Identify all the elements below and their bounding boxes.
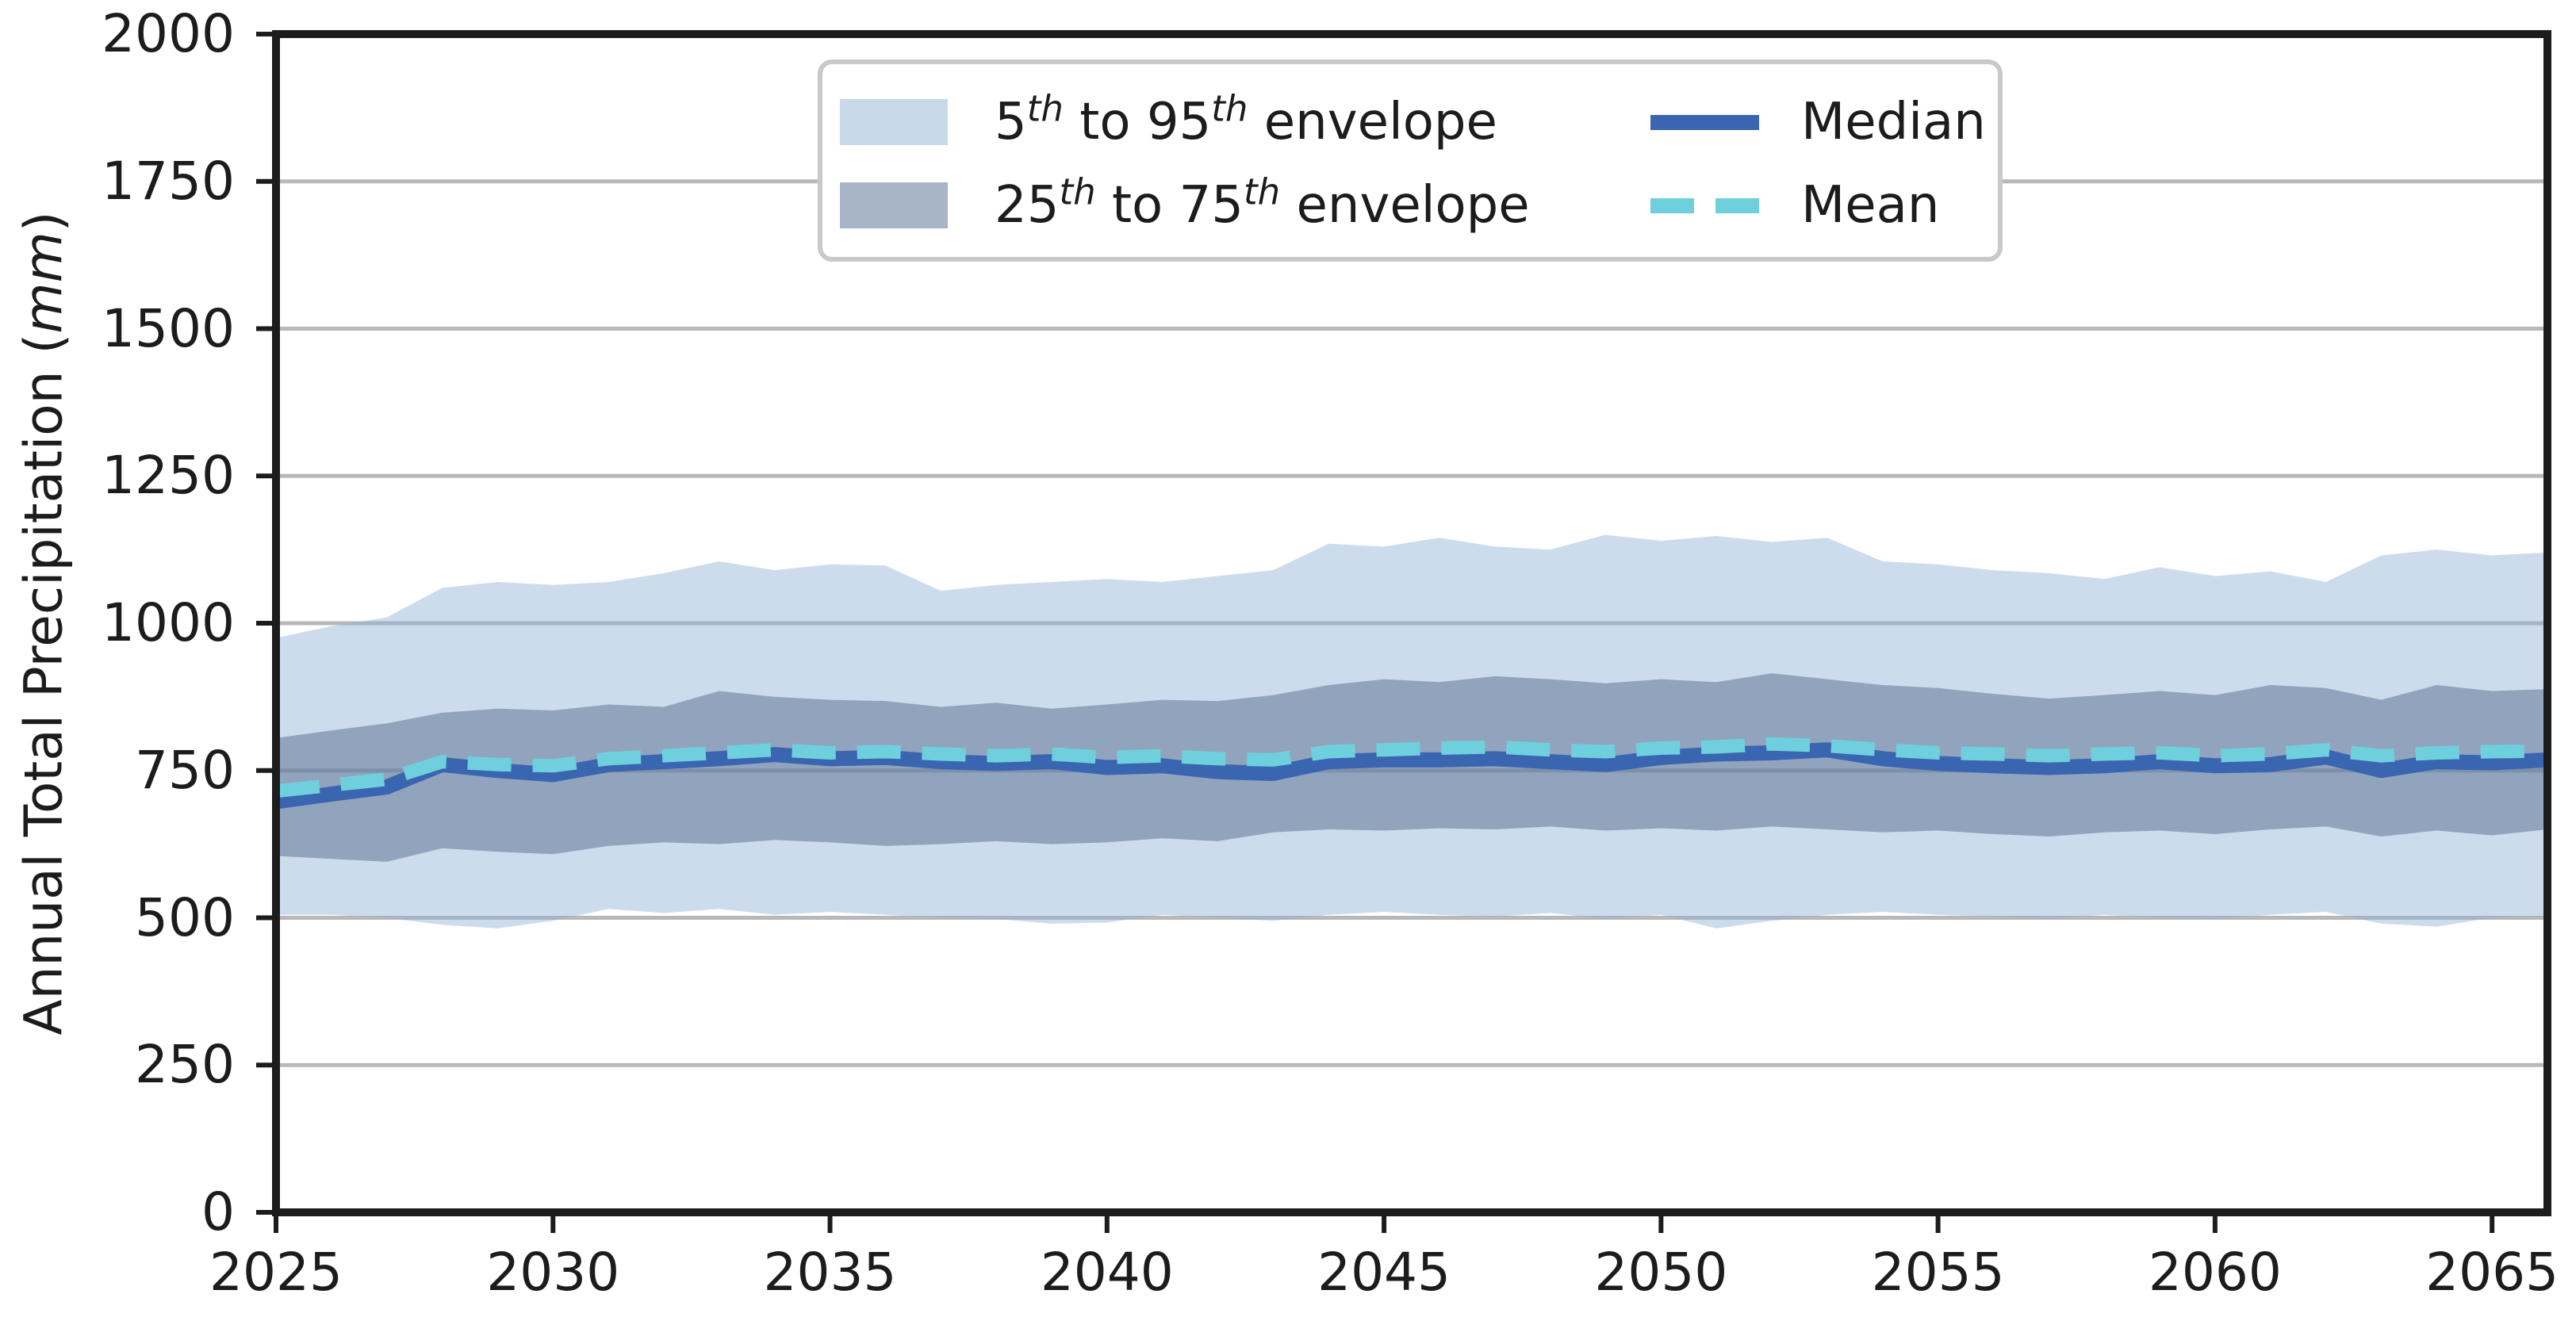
legend-entry-p25p75: 25th to 75th envelope (840, 170, 1530, 235)
legend-label-p5p95: 5th to 95th envelope (995, 87, 1497, 151)
x-tick-label-2035: 2035 (763, 1242, 897, 1303)
legend-entry-p5p95: 5th to 95th envelope (840, 87, 1497, 151)
legend-label-median: Median (1801, 93, 1986, 151)
y-tick-label-750: 750 (135, 739, 235, 801)
x-tick-label-2065: 2065 (2425, 1242, 2559, 1303)
legend-label-p25p75: 25th to 75th envelope (995, 170, 1530, 235)
legend-swatch-p25p75 (840, 182, 948, 228)
legend-swatch-median (1650, 99, 1759, 145)
x-tick-label-2030: 2030 (486, 1242, 620, 1303)
y-tick-label-1500: 1500 (102, 297, 235, 359)
legend: 5th to 95th envelope 25th to 75th envelop… (818, 59, 2003, 262)
y-axis-title: Annual Total Precipitation (mm) (13, 211, 75, 1035)
y-tick-label-2000: 2000 (102, 3, 235, 64)
y-tick-label-0: 0 (201, 1181, 235, 1242)
y-axis-title-pre: Annual Total Precipitation ( (13, 333, 75, 1036)
band-25th-to-75th-envelope (276, 673, 2547, 862)
x-tick-label-2025: 2025 (209, 1242, 343, 1303)
legend-swatch-mean (1650, 182, 1759, 228)
y-tick-label-1250: 1250 (102, 445, 235, 507)
axes-spines (272, 30, 2551, 1216)
legend-entry-mean: Mean (1650, 180, 1939, 231)
y-tick-label-1000: 1000 (102, 592, 235, 653)
x-tick-label-2060: 2060 (2148, 1242, 2282, 1303)
y-tick-label-250: 250 (135, 1034, 235, 1096)
x-tick-label-2040: 2040 (1040, 1242, 1174, 1303)
line-median (274, 742, 2548, 810)
envelope-bands (276, 534, 2547, 928)
plot-border (272, 30, 2551, 1216)
x-tick-label-2045: 2045 (1317, 1242, 1451, 1303)
legend-entry-median: Median (1650, 97, 1986, 147)
legend-label-mean: Mean (1801, 176, 1940, 235)
x-tick-label-2050: 2050 (1594, 1242, 1728, 1303)
data-lines (274, 737, 2548, 810)
y-axis-title-unit: mm (13, 232, 75, 334)
y-axis-title-post: ) (13, 211, 75, 232)
x-tick-label-2055: 2055 (1871, 1242, 2005, 1303)
y-tick-label-500: 500 (135, 886, 235, 948)
legend-swatch-p5p95 (840, 99, 948, 145)
line-mean (275, 737, 2548, 798)
y-tick-label-1750: 1750 (102, 150, 235, 212)
